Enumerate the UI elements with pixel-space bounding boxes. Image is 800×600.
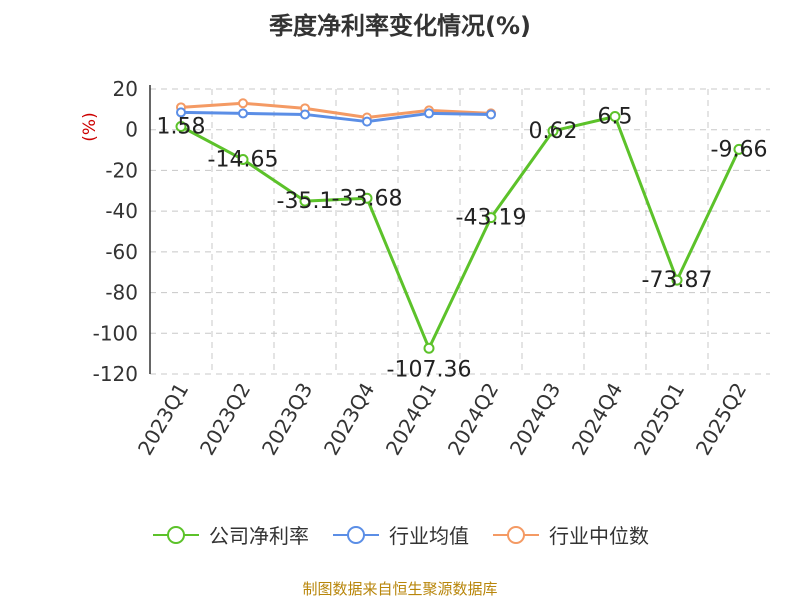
x-tick-label: 2023Q3 xyxy=(257,379,317,460)
y-tick-label: -20 xyxy=(105,158,138,182)
series-point-1 xyxy=(300,109,310,120)
data-label: 1.58 xyxy=(157,114,206,139)
series-point-0 xyxy=(175,120,187,132)
legend: 公司净利率 行业均值 行业中位数 xyxy=(0,520,800,549)
x-tick-label: 2023Q1 xyxy=(133,379,193,460)
series-point-1 xyxy=(486,109,496,120)
legend-item-industry-mean[interactable]: 行业均值 xyxy=(331,520,469,549)
data-label: -43.19 xyxy=(456,206,527,231)
x-tick-label: 2023Q4 xyxy=(319,379,379,460)
source-note: 制图数据来自恒生聚源数据库 xyxy=(302,580,498,598)
data-label-layer: 1.58-14.65 -35.1-33.68 -107.36 -43.19 0.62 6.… xyxy=(157,104,768,382)
legend-label-mean: 行业均值 xyxy=(389,524,469,548)
x-tick-label: 2025Q2 xyxy=(691,379,751,460)
legend-marker-mean-icon xyxy=(333,525,379,544)
grid-layer xyxy=(150,88,770,375)
chart-title: 季度净利率变化情况(%) xyxy=(269,12,531,40)
legend-marker-median-icon xyxy=(493,525,539,544)
y-tick-label: 20 xyxy=(113,77,138,101)
series-point-0 xyxy=(733,143,745,155)
data-label: -9.66 xyxy=(711,137,768,162)
y-tick-label: -80 xyxy=(105,281,138,305)
series-point-0 xyxy=(423,342,435,354)
series-layer xyxy=(175,98,745,354)
y-tick-label: -60 xyxy=(105,240,138,264)
x-tick-label: 2025Q1 xyxy=(629,379,689,460)
series-point-0 xyxy=(361,192,373,204)
series-point-0 xyxy=(485,212,497,224)
data-label: -35.1 xyxy=(277,189,334,214)
data-label: -14.65 xyxy=(208,148,279,173)
x-tick-label: 2024Q3 xyxy=(505,379,565,460)
x-tick-label: 2024Q2 xyxy=(443,379,503,460)
data-label: 6.5 xyxy=(598,104,633,129)
legend-label-median: 行业中位数 xyxy=(549,524,649,548)
x-tick-label: 2024Q1 xyxy=(381,379,441,460)
series-point-1 xyxy=(424,108,434,119)
series-point-0 xyxy=(237,154,249,166)
data-label: -107.36 xyxy=(387,357,472,382)
series-point-0 xyxy=(547,125,559,137)
y-tick-label: -100 xyxy=(93,321,138,345)
y-tick-label: -40 xyxy=(105,199,138,223)
series-point-0 xyxy=(609,110,621,122)
series-point-0 xyxy=(671,274,683,286)
legend-label-company: 公司净利率 xyxy=(209,524,309,548)
series-point-0 xyxy=(299,195,311,207)
data-label: -33.68 xyxy=(332,186,403,211)
series-point-1 xyxy=(362,116,372,127)
series-point-2 xyxy=(238,98,248,109)
series-line-2 xyxy=(180,101,492,119)
series-line-1 xyxy=(180,110,492,124)
y-axis-unit-label: (%) xyxy=(80,112,100,141)
series-point-1 xyxy=(238,108,248,119)
x-tick-label: 2024Q4 xyxy=(567,379,627,460)
legend-item-company-net-margin[interactable]: 公司净利率 xyxy=(151,520,309,549)
x-tick-label: 2023Q2 xyxy=(195,379,255,460)
data-label: -73.87 xyxy=(642,268,713,293)
legend-item-industry-median[interactable]: 行业中位数 xyxy=(491,520,649,549)
y-tick-label: 0 xyxy=(125,118,138,142)
series-line-0 xyxy=(180,114,741,350)
data-label: 0.62 xyxy=(529,119,578,144)
legend-marker-company-icon xyxy=(153,525,199,544)
y-tick-label: -120 xyxy=(93,362,138,386)
series-point-1 xyxy=(176,107,186,118)
